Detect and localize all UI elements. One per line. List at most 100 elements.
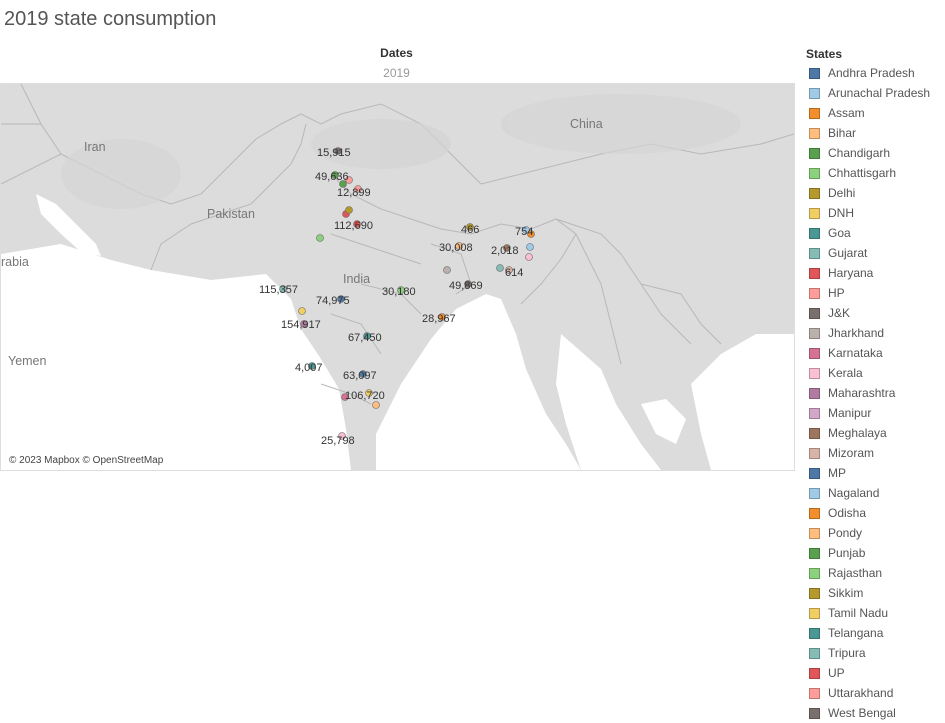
legend-swatch <box>809 707 820 719</box>
legend-label: West Bengal <box>828 706 896 720</box>
legend-item[interactable]: Tamil Nadu <box>806 603 945 623</box>
legend-item[interactable]: West Bengal <box>806 703 945 723</box>
legend-item[interactable]: Uttarakhand <box>806 683 945 703</box>
legend-label: HP <box>828 286 845 300</box>
legend-swatch <box>809 687 820 699</box>
legend-swatch <box>809 207 820 219</box>
legend-item[interactable]: Meghalaya <box>806 423 945 443</box>
marker-assam <box>527 230 535 238</box>
legend-swatch <box>809 547 820 559</box>
value-label: 614 <box>505 267 523 279</box>
legend-item[interactable]: Bihar <box>806 123 945 143</box>
state-markers[interactable] <box>279 147 535 440</box>
legend-swatch <box>809 427 820 439</box>
marker-tamilnadu <box>365 389 373 397</box>
columns-header: Dates <box>380 46 413 60</box>
legend-item[interactable]: Nagaland <box>806 483 945 503</box>
legend-swatch <box>809 267 820 279</box>
legend-label: Manipur <box>828 406 872 420</box>
legend-item[interactable]: Punjab <box>806 543 945 563</box>
value-label: 49,869 <box>449 280 483 292</box>
country-label-china: China <box>570 117 603 131</box>
map-view[interactable]: China Iran Pakistan India rabia Yemen <box>0 83 795 471</box>
legend-item[interactable]: Gujarat <box>806 243 945 263</box>
marker-andhra <box>359 370 367 378</box>
marker-punjab <box>331 171 339 179</box>
legend-swatch <box>809 167 820 179</box>
legend-swatch <box>809 607 820 619</box>
legend-swatch <box>809 587 820 599</box>
legend-item[interactable]: Manipur <box>806 403 945 423</box>
marker-up <box>353 220 361 228</box>
legend-item[interactable]: Sikkim <box>806 583 945 603</box>
marker-karnataka <box>341 393 349 401</box>
marker-gujarat <box>279 285 287 293</box>
red-sea <box>1 314 26 379</box>
gulf-of-thailand <box>641 399 686 444</box>
legend-item[interactable]: Assam <box>806 103 945 123</box>
legend-item[interactable]: DNH <box>806 203 945 223</box>
legend-swatch <box>809 287 820 299</box>
legend-item[interactable]: Chhattisgarh <box>806 163 945 183</box>
legend-item[interactable]: Kerala <box>806 363 945 383</box>
legend-item[interactable]: Chandigarh <box>806 143 945 163</box>
legend-item[interactable]: Tripura <box>806 643 945 663</box>
value-label: 112,690 <box>334 220 373 232</box>
legend-item[interactable]: MP <box>806 463 945 483</box>
marker-dnh <box>298 307 306 315</box>
terrain <box>61 94 741 209</box>
legend-item[interactable]: Odisha <box>806 503 945 523</box>
legend-label: Haryana <box>828 266 874 280</box>
marker-pondy <box>372 401 380 409</box>
legend-label: Rajasthan <box>828 566 883 580</box>
legend-item[interactable]: Haryana <box>806 263 945 283</box>
value-label: 12,899 <box>337 187 371 199</box>
legend-swatch <box>809 667 820 679</box>
marker-tripura <box>496 264 504 272</box>
marker-chhattisgarh <box>397 286 405 294</box>
value-label: 115,357 <box>259 284 298 296</box>
marker-telangana <box>363 332 371 340</box>
legend-swatch <box>809 647 820 659</box>
legend-swatch <box>809 187 820 199</box>
legend-item[interactable]: Jharkhand <box>806 323 945 343</box>
legend-label: DNH <box>828 206 854 220</box>
legend-item[interactable]: Andhra Pradesh <box>806 63 945 83</box>
legend-swatch <box>809 307 820 319</box>
legend-label: Arunachal Pradesh <box>828 86 931 100</box>
map-attribution[interactable]: © 2023 Mapbox © OpenStreetMap <box>9 455 164 466</box>
marker-kerala <box>338 432 346 440</box>
legend-item[interactable]: J&K <box>806 303 945 323</box>
legend-item[interactable]: Delhi <box>806 183 945 203</box>
marker-manipur <box>525 253 533 261</box>
legend-swatch <box>809 407 820 419</box>
legend-item[interactable]: Rajasthan <box>806 563 945 583</box>
marker-arunachal <box>522 226 530 234</box>
value-label: 754 <box>515 226 533 238</box>
value-label: 25,798 <box>321 435 355 447</box>
legend-label: Odisha <box>828 506 867 520</box>
value-label: 106,720 <box>345 390 385 402</box>
marker-sikkim <box>466 223 474 231</box>
marker-nagaland <box>526 243 534 251</box>
map-canvas[interactable]: China Iran Pakistan India rabia Yemen <box>1 84 794 470</box>
marker-bihar <box>455 242 463 250</box>
marker-jk <box>334 147 342 155</box>
legend-label: Tripura <box>828 646 866 660</box>
marker-westbengal <box>464 280 472 288</box>
legend-item[interactable]: Karnataka <box>806 343 945 363</box>
legend-label: Chandigarh <box>828 146 891 160</box>
legend-item[interactable]: Telangana <box>806 623 945 643</box>
marker-delhi <box>345 206 353 214</box>
legend-item[interactable]: HP <box>806 283 945 303</box>
legend-item[interactable]: UP <box>806 663 945 683</box>
legend-swatch <box>809 227 820 239</box>
legend: States Andhra Pradesh Arunachal Pradesh As… <box>806 47 945 723</box>
legend-item[interactable]: Goa <box>806 223 945 243</box>
legend-item[interactable]: Arunachal Pradesh <box>806 83 945 103</box>
legend-label: Chhattisgarh <box>828 166 897 180</box>
legend-item[interactable]: Pondy <box>806 523 945 543</box>
legend-item[interactable]: Mizoram <box>806 443 945 463</box>
legend-item[interactable]: Maharashtra <box>806 383 945 403</box>
marker-hp <box>345 176 353 184</box>
